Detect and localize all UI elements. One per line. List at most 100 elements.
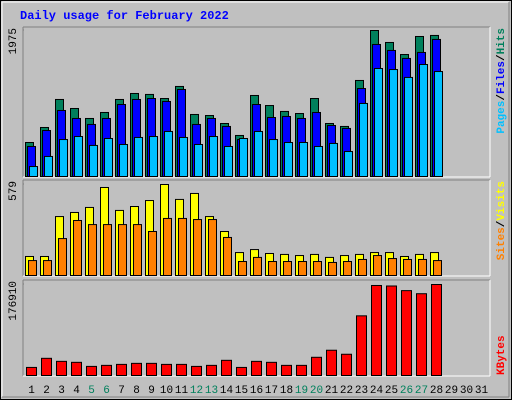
x-tick-label: 8 [133, 385, 140, 397]
bar [179, 136, 188, 177]
bar [314, 145, 323, 177]
bar [149, 136, 158, 178]
legend-entry: Hits [496, 28, 508, 54]
x-tick-label: 18 [280, 385, 293, 397]
bar [209, 136, 218, 178]
bar [191, 365, 202, 377]
bar [343, 261, 352, 276]
bar [433, 260, 442, 277]
bar [404, 76, 413, 177]
bar [358, 258, 367, 276]
bar [329, 142, 338, 177]
bar [146, 362, 157, 377]
x-tick-label: 19 [295, 385, 308, 397]
x-tick-label: 21 [325, 385, 339, 397]
bar [266, 361, 277, 377]
bar [131, 362, 142, 377]
bar [176, 363, 187, 376]
bar [388, 258, 397, 277]
legend-entry: Pages [496, 101, 508, 134]
bar [313, 261, 322, 276]
bar [41, 357, 52, 377]
bar [28, 260, 37, 277]
x-tick-label: 29 [445, 385, 458, 397]
bar [134, 136, 143, 177]
x-tick-label: 6 [103, 385, 110, 397]
bar [341, 353, 352, 376]
chart-title: Daily usage for February 2022 [20, 9, 229, 23]
x-tick-label: 17 [265, 385, 278, 397]
bar [223, 236, 232, 276]
x-tick-label: 24 [370, 385, 384, 397]
x-tick-label: 26 [400, 385, 413, 397]
x-tick-label: 27 [415, 385, 428, 397]
bar [88, 224, 97, 276]
legend: Sites/Visits [496, 181, 508, 260]
bar [238, 261, 247, 276]
bar [386, 285, 397, 376]
x-tick-label: 4 [73, 385, 80, 397]
bar [103, 224, 112, 276]
x-tick-label: 30 [460, 385, 473, 397]
y-tick-label: 1975 [8, 28, 20, 54]
x-tick-label: 14 [220, 385, 234, 397]
bar [89, 144, 98, 178]
x-tick-label: 31 [475, 385, 489, 397]
bar [268, 261, 277, 276]
bar [86, 365, 97, 377]
x-tick-label: 1 [28, 385, 35, 397]
x-tick-label: 13 [205, 385, 218, 397]
bar [251, 360, 262, 377]
x-tick-label: 11 [175, 385, 189, 397]
legend-entry: Visits [496, 181, 508, 221]
bar [344, 151, 353, 178]
x-tick-label: 25 [385, 385, 398, 397]
bar [328, 261, 337, 277]
bar [59, 139, 68, 178]
x-tick-label: 12 [190, 385, 203, 397]
legend-separator: / [496, 54, 508, 61]
bar [326, 349, 337, 376]
bar [56, 360, 67, 377]
bar [163, 217, 172, 276]
legend: Pages/Files/Hits [496, 28, 508, 134]
bar [416, 293, 427, 376]
bar [73, 219, 82, 276]
bar [283, 261, 292, 276]
bar [284, 141, 293, 177]
bar [389, 69, 398, 177]
bar [299, 141, 308, 177]
bar [206, 364, 217, 377]
bar [116, 363, 127, 376]
x-tick-label: 3 [58, 385, 65, 397]
bar [221, 359, 232, 377]
bar [281, 364, 292, 377]
bar [104, 138, 113, 177]
bar [296, 364, 307, 377]
bar [373, 255, 382, 276]
legend-entry: Sites [496, 227, 508, 260]
bar [101, 364, 112, 377]
legend-entry: KBytes [496, 335, 508, 375]
bar [434, 71, 443, 177]
bar [431, 284, 442, 376]
x-tick-label: 23 [355, 385, 368, 397]
bar [133, 224, 142, 276]
legend-separator: / [496, 220, 508, 227]
bar [356, 315, 367, 376]
bar [58, 238, 67, 276]
bar [254, 130, 263, 178]
bar [236, 366, 247, 376]
bar [164, 130, 173, 178]
bar [148, 230, 157, 276]
x-tick-label: 5 [88, 385, 95, 397]
bar [401, 290, 412, 377]
bar [119, 143, 128, 178]
bar [298, 261, 307, 276]
x-tick-label: 22 [340, 385, 353, 397]
x-tick-label: 9 [148, 385, 155, 397]
bar [178, 217, 187, 276]
bar [161, 363, 172, 376]
y-tick-label: 579 [8, 181, 20, 201]
bar [269, 139, 278, 178]
